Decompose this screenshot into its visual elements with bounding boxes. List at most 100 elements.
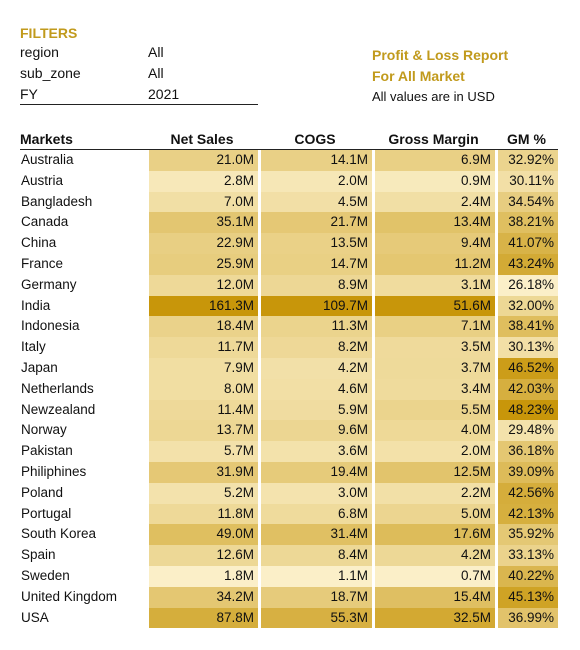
market-cell: United Kingdom (20, 586, 146, 608)
filters-panel: FILTERS region All sub_zone All FY 2021 (20, 24, 258, 105)
gross-margin-cell: 4.2M (372, 545, 495, 566)
gross-margin-cell: 13.4M (372, 212, 495, 234)
market-cell: Spain (20, 545, 146, 566)
cogs-cell: 8.2M (258, 337, 372, 358)
filter-region-label: region (20, 44, 59, 60)
cogs-cell: 9.6M (258, 420, 372, 442)
net-sales-cell: 11.4M (146, 399, 258, 421)
cogs-cell: 55.3M (258, 607, 372, 629)
table-row: Japan 7.9M 4.2M 3.7M 46.52% (20, 357, 558, 379)
table-row: India 161.3M 109.7M 51.6M 32.00% (20, 295, 558, 317)
cogs-cell: 3.6M (258, 441, 372, 462)
net-sales-cell: 7.0M (146, 191, 258, 213)
market-cell: Norway (20, 420, 146, 442)
cogs-cell: 21.7M (258, 212, 372, 234)
market-cell: Canada (20, 212, 146, 234)
table-row: South Korea 49.0M 31.4M 17.6M 35.92% (20, 524, 558, 546)
table-row: Italy 11.7M 8.2M 3.5M 30.13% (20, 337, 558, 358)
market-cell: Japan (20, 357, 146, 379)
gm-pct-cell: 32.92% (495, 150, 558, 171)
gross-margin-cell: 6.9M (372, 150, 495, 171)
table-row: Indonesia 18.4M 11.3M 7.1M 38.41% (20, 316, 558, 338)
filter-sub-zone[interactable]: sub_zone All (20, 63, 258, 84)
net-sales-cell: 31.9M (146, 461, 258, 483)
gm-pct-cell: 33.13% (495, 545, 558, 566)
net-sales-cell: 1.8M (146, 565, 258, 587)
table-row: Canada 35.1M 21.7M 13.4M 38.21% (20, 212, 558, 234)
market-cell: Indonesia (20, 316, 146, 338)
filter-region[interactable]: region All (20, 42, 258, 63)
report-note: All values are in USD (372, 89, 495, 104)
market-cell: Netherlands (20, 378, 146, 400)
market-cell: Austria (20, 170, 146, 192)
cogs-cell: 109.7M (258, 295, 372, 317)
gross-margin-cell: 32.5M (372, 607, 495, 629)
gross-margin-cell: 5.5M (372, 399, 495, 421)
filter-sub-zone-value[interactable]: All (148, 65, 164, 81)
market-cell: Newzealand (20, 399, 146, 421)
filter-region-value[interactable]: All (148, 44, 164, 60)
cogs-cell: 31.4M (258, 524, 372, 546)
gm-pct-cell: 41.07% (495, 233, 558, 254)
table-row: Portugal 11.8M 6.8M 5.0M 42.13% (20, 503, 558, 525)
gross-margin-cell: 2.0M (372, 441, 495, 462)
table-row: Poland 5.2M 3.0M 2.2M 42.56% (20, 482, 558, 504)
gross-margin-cell: 11.2M (372, 253, 495, 275)
gm-pct-cell: 36.18% (495, 441, 558, 462)
gm-pct-cell: 42.03% (495, 378, 558, 400)
market-cell: China (20, 233, 146, 254)
gross-margin-cell: 15.4M (372, 586, 495, 608)
market-cell: Pakistan (20, 441, 146, 462)
table-row: Newzealand 11.4M 5.9M 5.5M 48.23% (20, 399, 558, 421)
gm-pct-cell: 35.92% (495, 524, 558, 546)
table-row: Bangladesh 7.0M 4.5M 2.4M 34.54% (20, 191, 558, 213)
market-cell: Bangladesh (20, 191, 146, 213)
gross-margin-cell: 7.1M (372, 316, 495, 338)
cogs-cell: 19.4M (258, 461, 372, 483)
market-cell: Portugal (20, 503, 146, 525)
gross-margin-cell: 17.6M (372, 524, 495, 546)
cogs-cell: 11.3M (258, 316, 372, 338)
gm-pct-cell: 32.00% (495, 295, 558, 317)
gross-margin-cell: 3.5M (372, 337, 495, 358)
gross-margin-cell: 12.5M (372, 461, 495, 483)
gross-margin-cell: 2.4M (372, 191, 495, 213)
market-cell: Australia (20, 150, 146, 171)
cogs-cell: 4.2M (258, 357, 372, 379)
gm-pct-cell: 43.24% (495, 253, 558, 275)
net-sales-cell: 11.8M (146, 503, 258, 525)
cogs-cell: 4.5M (258, 191, 372, 213)
header-net-sales: Net Sales (146, 129, 258, 150)
table-row: France 25.9M 14.7M 11.2M 43.24% (20, 253, 558, 275)
table-row: Pakistan 5.7M 3.6M 2.0M 36.18% (20, 441, 558, 462)
table-row: Sweden 1.8M 1.1M 0.7M 40.22% (20, 565, 558, 587)
net-sales-cell: 25.9M (146, 253, 258, 275)
net-sales-cell: 7.9M (146, 357, 258, 379)
cogs-cell: 13.5M (258, 233, 372, 254)
net-sales-cell: 12.0M (146, 274, 258, 296)
net-sales-cell: 5.2M (146, 482, 258, 504)
gross-margin-cell: 3.7M (372, 357, 495, 379)
gross-margin-cell: 51.6M (372, 295, 495, 317)
table-row: Germany 12.0M 8.9M 3.1M 26.18% (20, 274, 558, 296)
cogs-cell: 3.0M (258, 482, 372, 504)
market-cell: France (20, 253, 146, 275)
table-row: Austria 2.8M 2.0M 0.9M 30.11% (20, 170, 558, 192)
cogs-cell: 18.7M (258, 586, 372, 608)
gm-pct-cell: 48.23% (495, 399, 558, 421)
gm-pct-cell: 38.41% (495, 316, 558, 338)
gm-pct-cell: 42.13% (495, 503, 558, 525)
net-sales-cell: 18.4M (146, 316, 258, 338)
net-sales-cell: 87.8M (146, 607, 258, 629)
header-markets: Markets (20, 129, 146, 150)
filter-fy-value[interactable]: 2021 (148, 86, 180, 102)
net-sales-cell: 49.0M (146, 524, 258, 546)
filter-fy[interactable]: FY 2021 (20, 84, 258, 105)
table-row: Philiphines 31.9M 19.4M 12.5M 39.09% (20, 461, 558, 483)
filter-sub-zone-label: sub_zone (20, 65, 81, 81)
table-row: Norway 13.7M 9.6M 4.0M 29.48% (20, 420, 558, 442)
table-row: Spain 12.6M 8.4M 4.2M 33.13% (20, 545, 558, 566)
net-sales-cell: 12.6M (146, 545, 258, 566)
cogs-cell: 5.9M (258, 399, 372, 421)
header-gross-margin: Gross Margin (372, 129, 495, 150)
